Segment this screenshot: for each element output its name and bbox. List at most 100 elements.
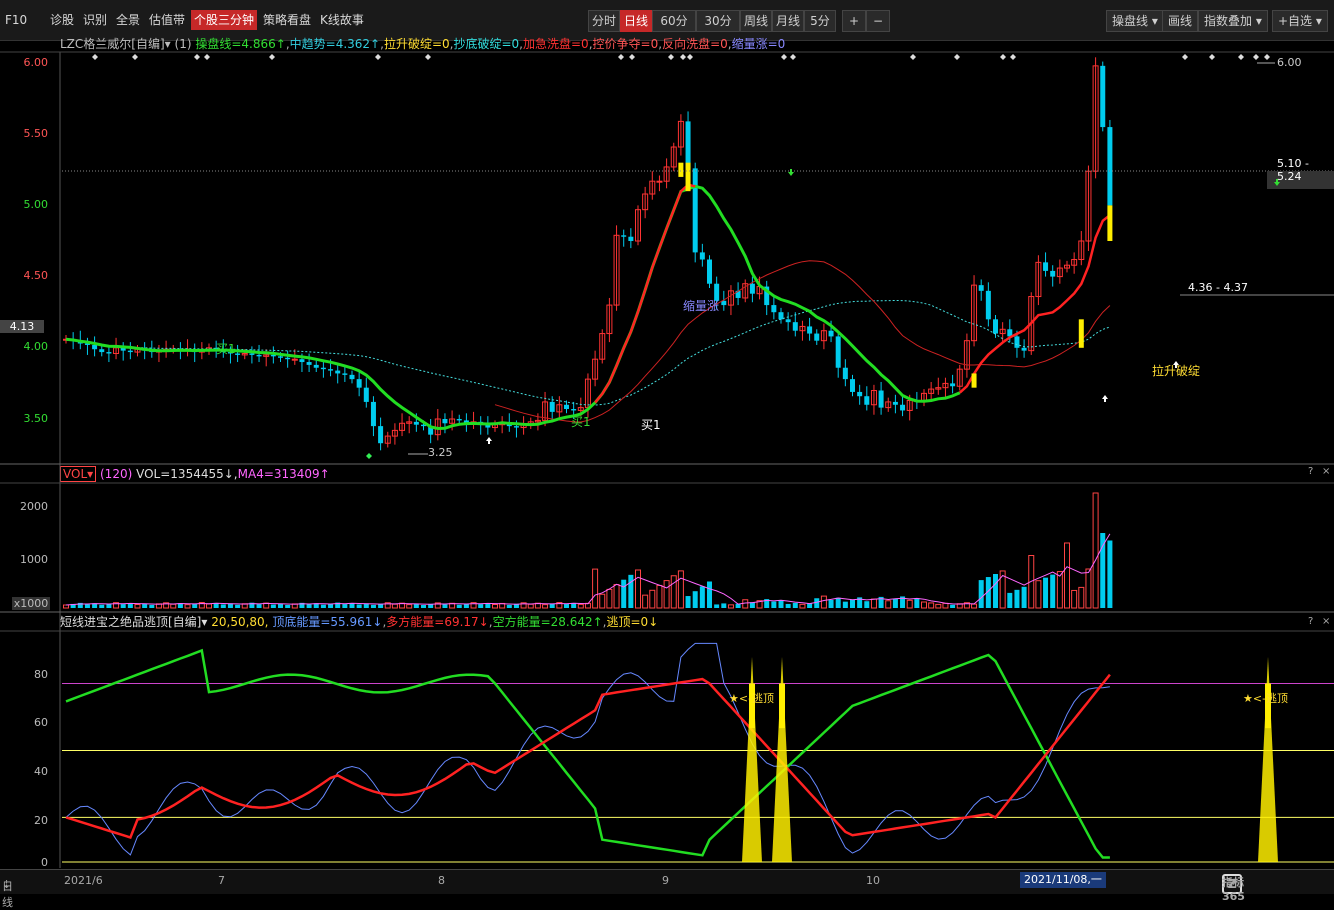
candle-body <box>478 421 484 425</box>
chevron-down-icon[interactable]: ▾ <box>201 615 208 629</box>
ma-line-slow <box>494 260 1111 423</box>
volume-bar <box>227 603 233 608</box>
period-2[interactable]: 60分 <box>652 10 696 32</box>
tab-1[interactable]: 诊股 <box>50 13 75 27</box>
signal-diamond-icon <box>92 54 98 60</box>
arrow-down-icon <box>788 169 794 176</box>
candle-body <box>892 401 898 405</box>
volume-bar <box>184 604 191 609</box>
candle-body <box>792 322 798 331</box>
tab-5[interactable]: 个股三分钟 <box>191 10 258 30</box>
signal-diamond-icon <box>366 453 372 459</box>
oscillator-value: 逃顶=0↓ <box>606 615 659 629</box>
volume-bar <box>499 602 506 609</box>
index-overlay-dropdown[interactable]: 指数叠加 ▾ <box>1198 10 1268 32</box>
candle-body <box>914 400 920 402</box>
volume-bar <box>320 604 326 608</box>
candle-body <box>256 354 262 357</box>
chevron-down-icon: ▾ <box>1151 14 1158 28</box>
zoom-out-button[interactable]: − <box>866 10 890 32</box>
volume-bar <box>213 602 219 608</box>
tab-3[interactable]: 全景 <box>116 13 141 27</box>
candle-body <box>370 401 376 427</box>
panel-settings-button[interactable]: ? <box>1308 466 1314 477</box>
panel-close-button[interactable]: × <box>1322 466 1331 477</box>
volume-indicator-select[interactable]: VOL▾ <box>60 466 97 482</box>
escape-top-label: ★<-逃顶 <box>1243 692 1289 705</box>
period-1[interactable]: 日线 <box>620 10 652 32</box>
volume-param: (120) <box>100 467 133 481</box>
candle-body <box>950 383 956 387</box>
period-0[interactable]: 分时 <box>588 10 620 32</box>
main-indicator-value: 缩量涨=0 <box>731 37 786 51</box>
main-indicator-bar: LZC格兰威尔[自编]▾ (1) 操盘线=4.866↑,中趋势=4.362↑,拉… <box>60 37 786 51</box>
period-6[interactable]: 5分 <box>804 10 836 32</box>
candle-body <box>320 367 326 370</box>
volume-bar <box>1092 492 1099 609</box>
period-5[interactable]: 月线 <box>772 10 804 32</box>
signal-diamond-icon <box>618 54 624 60</box>
operation-line-dropdown[interactable]: 操盘线 ▾ <box>1106 10 1164 32</box>
oscillator-name[interactable]: 短线进宝之绝品逃顶[自编] <box>60 615 202 629</box>
chevron-down-icon[interactable]: ▾ <box>164 37 171 51</box>
volume-bar <box>249 602 255 608</box>
candle-body <box>828 330 834 337</box>
zoom-in-button[interactable]: + <box>842 10 866 32</box>
stock-name[interactable]: LZC格兰威尔[自编] <box>60 37 165 51</box>
candle-body <box>428 426 434 435</box>
tab-7[interactable]: K线故事 <box>320 13 364 27</box>
current-price-tag: 4.13 <box>0 320 44 333</box>
candle-body <box>249 353 255 355</box>
volume-bar <box>378 603 384 608</box>
candle-body <box>707 259 712 284</box>
tab-0[interactable]: F10 <box>5 13 28 27</box>
volume-bar <box>155 603 162 609</box>
main-indicator-value: 加急洗盘=0 <box>523 37 589 51</box>
draw-line-button[interactable]: 画线 <box>1162 10 1199 32</box>
volume-bar <box>391 603 398 609</box>
candle-body <box>155 350 162 353</box>
candle-body <box>113 347 120 354</box>
volume-bar <box>914 598 920 608</box>
tab-4[interactable]: 估值带 <box>149 13 186 27</box>
volume-ma-line <box>65 533 1111 606</box>
volume-bar <box>198 602 205 609</box>
volume-bar <box>421 605 426 608</box>
chevron-down-icon: ▾ <box>1255 14 1262 28</box>
bull-energy-line <box>65 673 1111 840</box>
candle-body <box>335 370 341 374</box>
volume-bar <box>785 603 791 608</box>
candle-body <box>413 421 419 425</box>
candle-body <box>613 234 620 306</box>
operation-line <box>65 184 961 431</box>
volume-bar <box>428 603 434 608</box>
volume-bar <box>149 604 155 608</box>
candle-body <box>635 209 641 242</box>
volume-bar <box>63 604 69 609</box>
volume-bar <box>534 602 541 609</box>
tab-6[interactable]: 策略看盘 <box>263 13 312 27</box>
add-favorite-dropdown[interactable]: +自选 ▾ <box>1272 10 1328 32</box>
candle-body <box>878 390 884 408</box>
tab-2[interactable]: 识别 <box>83 13 108 27</box>
volume-bar <box>842 601 848 608</box>
panel-close-button[interactable]: × <box>1322 616 1331 627</box>
panel-settings-button[interactable]: ? <box>1308 616 1314 627</box>
volume-bar <box>449 602 456 609</box>
candle-body <box>1007 329 1013 337</box>
period-3[interactable]: 30分 <box>696 10 740 32</box>
volume-bar <box>942 602 949 609</box>
volume-bar <box>571 602 577 608</box>
buy-signal-label: 买1 <box>571 415 591 429</box>
candle-body <box>434 418 441 436</box>
candle-body <box>656 180 663 183</box>
volume-bar <box>892 598 898 608</box>
volume-bar <box>584 602 591 609</box>
oscillator-axis-tick: 40 <box>34 765 48 778</box>
volume-bar <box>77 602 83 608</box>
candle-body <box>542 401 549 421</box>
period-4[interactable]: 周线 <box>740 10 772 32</box>
volume-bar <box>549 603 555 608</box>
volume-bar <box>756 600 763 609</box>
